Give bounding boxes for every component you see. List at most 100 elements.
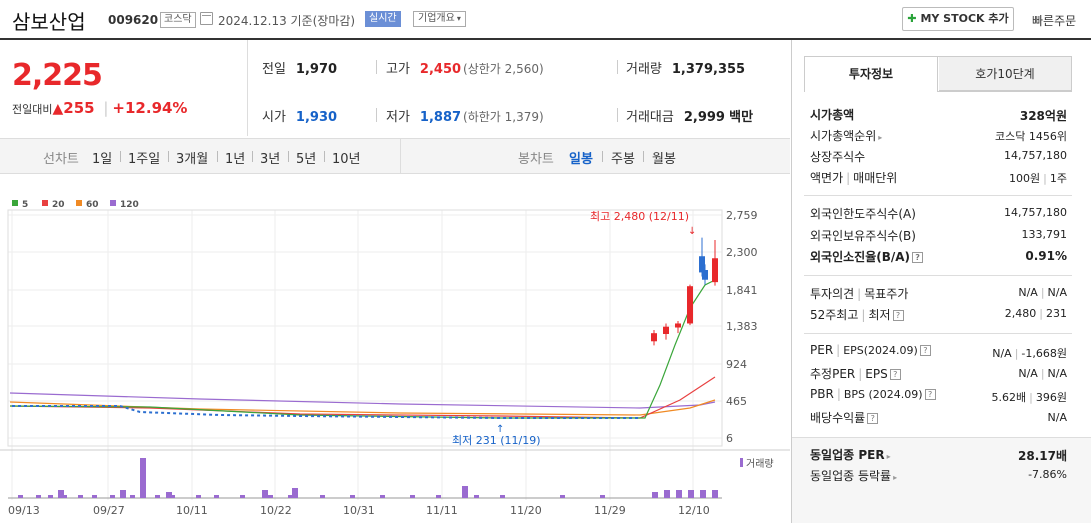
price-box: [0, 40, 248, 136]
divider: [643, 151, 644, 162]
change-row: 전일대비▲255 | +12.94%: [12, 99, 188, 117]
bps-value: 396원: [1035, 391, 1067, 404]
tab-invest-info[interactable]: 투자정보: [805, 57, 938, 92]
down-arrow-icon: ↓: [688, 226, 696, 237]
sector-rate-row[interactable]: 동일업종 등락률 ▸: [810, 467, 897, 484]
divider: [168, 151, 169, 162]
company-info-button[interactable]: 기업개요 ▾: [413, 11, 466, 27]
foreign-limit-label: 외국인한도주식수(A): [810, 207, 916, 221]
bps-label: BPS (2024.09): [843, 388, 923, 401]
shares-label: 상장주식수: [810, 150, 866, 164]
help-icon[interactable]: ?: [889, 369, 901, 380]
volume-value: 1,379,355: [671, 62, 746, 77]
volume-bar: [700, 490, 706, 498]
y-tick: 465: [726, 395, 747, 408]
chevron-right-icon: ▸: [878, 133, 883, 142]
eps-label: EPS(2024.09): [843, 344, 918, 357]
divider: [217, 151, 218, 162]
volume-bar: [110, 495, 115, 498]
rank-row[interactable]: 시가총액순위 ▸: [810, 127, 882, 144]
company-info-label: 기업개요: [418, 13, 455, 24]
y-axis: 2,759 2,300 1,841 1,383 924 465 6: [726, 209, 758, 445]
candle-body: [699, 256, 705, 273]
pbr-label: PBR: [810, 387, 834, 401]
divider: [617, 108, 618, 122]
low-annotation: 최저 231 (11/19): [452, 434, 541, 447]
stock-chart[interactable]: 5 20 60 120 최고 2,480 (12/11) ↓ 최저 231 (1…: [0, 180, 790, 523]
candle-body: [651, 333, 657, 342]
stock-header: [0, 0, 1091, 40]
help-icon[interactable]: ?: [867, 413, 879, 424]
per-value: N/A: [992, 347, 1012, 360]
change-amount: 255: [63, 99, 95, 117]
help-icon[interactable]: ?: [912, 252, 924, 263]
candle-daily[interactable]: 일봉: [569, 152, 593, 167]
sector-rate-value: -7.86%: [1028, 468, 1067, 481]
y-tick: 2,300: [726, 246, 758, 259]
volume-bar: [48, 495, 53, 498]
volume-bar: [262, 490, 268, 498]
volume: 거래량 1,379,355: [626, 58, 745, 77]
realtime-button[interactable]: 실시간: [365, 11, 401, 27]
up-arrow-icon: ↑: [496, 424, 504, 435]
amount-value: 2,999: [683, 110, 725, 125]
period-3y[interactable]: 3년: [260, 152, 281, 167]
volume-bar: [474, 495, 479, 498]
y-tick: 6: [726, 432, 733, 445]
ma20-line: [9, 376, 716, 419]
volume-bar: [36, 495, 41, 498]
invest-panel: [791, 40, 1091, 523]
legend-swatch-5: [12, 200, 18, 206]
high-annotation: 최고 2,480 (12/11): [590, 210, 689, 223]
volume-bar: [380, 495, 385, 498]
price-flat-band: [12, 405, 640, 419]
dividend-value: N/A: [1047, 411, 1067, 424]
y-tick: 1,383: [726, 320, 758, 333]
candle-weekly[interactable]: 주봉: [611, 152, 635, 167]
mktcap-value: 328억원: [1019, 109, 1067, 123]
period-3m[interactable]: 3개월: [176, 152, 209, 167]
add-mystock-button[interactable]: ✚ MY STOCK 추가: [902, 7, 1014, 31]
foreign-ratio-row: 외국인소진율(B/A)?: [810, 248, 924, 265]
period-10y[interactable]: 10년: [332, 152, 361, 167]
divider: [602, 151, 603, 162]
help-icon[interactable]: ?: [892, 310, 904, 321]
volume-bar: [166, 492, 172, 498]
w52-high-label: 52주최고: [810, 308, 859, 322]
volume-bar: [652, 492, 658, 498]
divider: [617, 60, 618, 74]
high-price: 고가 2,450 (상한가 2,560): [386, 58, 544, 77]
period-1d[interactable]: 1일: [92, 152, 113, 167]
volume-bar: [436, 495, 441, 498]
legend-label-120: 120: [120, 200, 139, 210]
tab-orderbook[interactable]: 호가10단계: [939, 57, 1071, 91]
volume-bar: [78, 495, 83, 498]
eeps-label: EPS: [865, 367, 888, 381]
foreign-ratio-value: 0.91%: [1025, 249, 1067, 263]
amount-label: 거래대금: [626, 110, 674, 125]
volume-bar: [120, 490, 126, 498]
volume-bar: [155, 495, 160, 498]
par-label: 액면가: [810, 171, 844, 185]
period-1y[interactable]: 1년: [225, 152, 246, 167]
eps-value: -1,668원: [1021, 347, 1067, 360]
x-tick: 11/29: [594, 504, 626, 517]
low-price: 저가 1,887 (하한가 1,379): [386, 106, 544, 125]
dividend-label: 배당수익률?: [810, 409, 879, 426]
sector-per-row[interactable]: 동일업종 PER ▸: [810, 446, 891, 463]
quick-order-link[interactable]: 빠른주문: [1032, 14, 1077, 28]
help-icon[interactable]: ?: [924, 389, 936, 400]
period-1w[interactable]: 1주일: [128, 152, 161, 167]
prev-close: 전일 1,970: [262, 58, 337, 77]
high-value: 2,450: [419, 62, 462, 77]
period-5y[interactable]: 5년: [296, 152, 317, 167]
candle-monthly[interactable]: 월봉: [652, 152, 676, 167]
volume-label: 거래량: [626, 62, 662, 77]
x-tick: 09/27: [93, 504, 125, 517]
pbr-bps-value: 5.62배 | 396원: [991, 391, 1067, 404]
volume-bar: [58, 490, 64, 498]
help-icon[interactable]: ?: [919, 345, 931, 356]
volume-bar: [18, 495, 23, 498]
eper-value: N/A: [1018, 367, 1038, 380]
foreign-limit-value: 14,757,180: [1004, 206, 1067, 219]
